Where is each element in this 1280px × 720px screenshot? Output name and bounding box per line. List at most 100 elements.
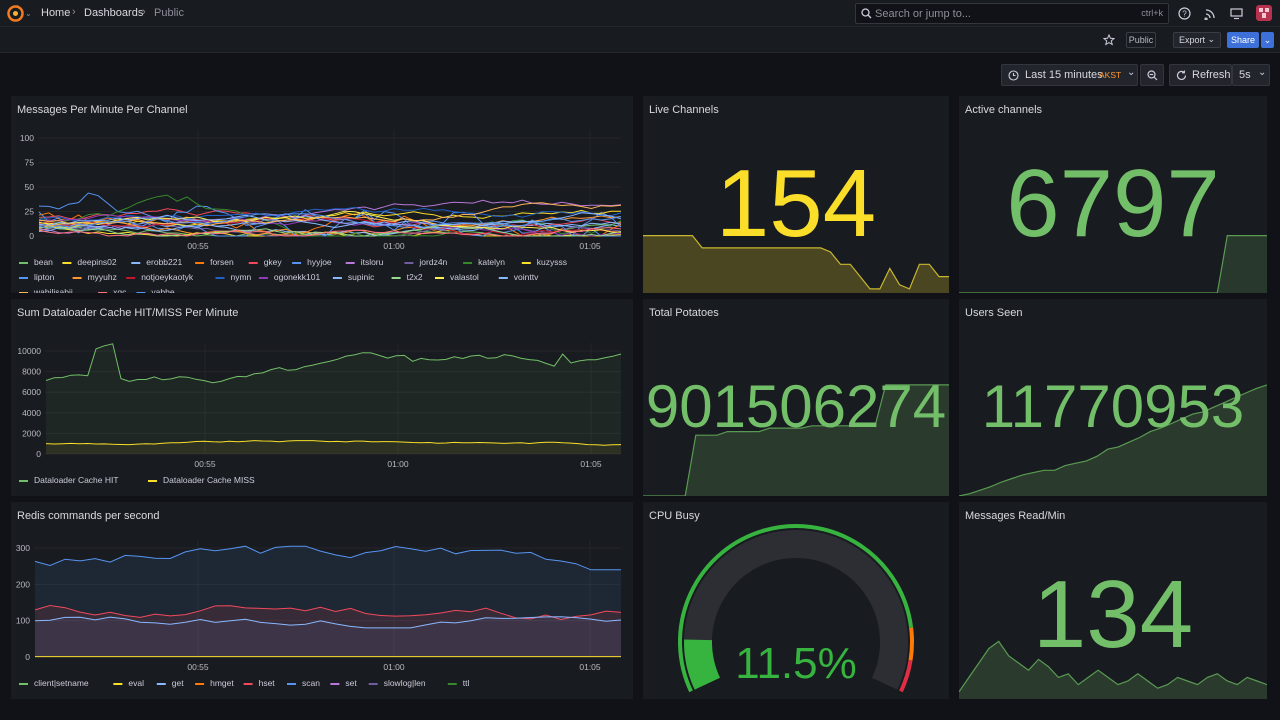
- dashboard-toolbar: Public Export ⌄ Share ⌄: [0, 27, 1280, 53]
- legend-item[interactable]: lipton: [19, 272, 55, 282]
- breadcrumb-home[interactable]: Home: [41, 7, 71, 19]
- cache-timeseries-chart[interactable]: 10000 8000 6000 4000 2000 0 00:55 01:00 01:05 Dat…: [11, 299, 633, 496]
- time-range-picker[interactable]: Last 15 minutes AKST ⌄: [1001, 64, 1138, 86]
- legend-label: valastol: [450, 272, 479, 282]
- gauge-track: [684, 530, 908, 690]
- legend-swatch: [19, 262, 28, 264]
- chevron-down-icon[interactable]: ⌄: [25, 9, 32, 18]
- legend-item[interactable]: jordz4n: [404, 257, 448, 267]
- panel-messages-per-minute[interactable]: Messages Per Minute Per Channel 100 75 50 2…: [11, 96, 633, 293]
- y-tick-label: 8000: [22, 367, 41, 377]
- series-line-scan-fill: [35, 546, 621, 657]
- legend-item[interactable]: notjoeykaotyk: [126, 272, 194, 282]
- series-line-yabbe: [38, 213, 622, 230]
- legend-swatch: [98, 292, 108, 293]
- panel-dataloader-cache[interactable]: Sum Dataloader Cache HIT/MISS Per Minute…: [11, 299, 633, 496]
- series-line-miss-fill: [46, 440, 621, 454]
- x-tick-label: 00:55: [187, 241, 209, 251]
- svg-text:?: ?: [1182, 10, 1187, 19]
- panel-total-potatoes[interactable]: Total Potatoes 901506274: [643, 299, 949, 496]
- legend-item[interactable]: bean: [19, 257, 53, 267]
- legend-item[interactable]: xqc: [98, 287, 127, 293]
- series-line-hit: [45, 343, 622, 384]
- panel-messages-read-min[interactable]: Messages Read/Min 134: [959, 502, 1267, 699]
- legend-item[interactable]: set: [330, 678, 357, 688]
- series-line-gkey: [38, 208, 622, 228]
- panel-cpu-busy[interactable]: CPU Busy 11.5%: [643, 502, 949, 699]
- legend-item[interactable]: deepins02: [62, 257, 117, 267]
- panel-title: Total Potatoes: [649, 307, 719, 319]
- zoom-out-button[interactable]: [1140, 64, 1164, 86]
- y-tick-label: 100: [20, 133, 34, 143]
- x-tick-label: 01:05: [579, 662, 601, 672]
- panel-redis-commands[interactable]: Redis commands per second 300 200 100 0 00:5…: [11, 502, 633, 699]
- legend-swatch: [287, 683, 296, 685]
- panel-title: Redis commands per second: [17, 510, 160, 522]
- legend-label: katelyn: [478, 257, 505, 267]
- legend-item[interactable]: Dataloader Cache HIT: [19, 475, 119, 485]
- legend-item[interactable]: valastol: [435, 272, 479, 282]
- legend-item[interactable]: wabilisabii: [19, 287, 73, 293]
- sparkline-live-fill: [643, 235, 949, 293]
- legend-item[interactable]: t2x2: [391, 272, 423, 282]
- legend-item[interactable]: slowlog|len: [368, 678, 426, 688]
- series-line-myyuhz: [38, 215, 622, 236]
- legend-item[interactable]: hmget: [195, 678, 234, 688]
- refresh-interval-picker[interactable]: 5s ⌄: [1232, 64, 1270, 86]
- stat-value: 901506274: [645, 373, 947, 440]
- grafana-logo-icon[interactable]: [7, 5, 24, 22]
- legend-label: forsen: [210, 257, 234, 267]
- redis-timeseries-chart[interactable]: 300 200 100 0 00:55 01:00 01:05 client|setname e…: [11, 502, 633, 699]
- legend-swatch: [148, 480, 157, 482]
- x-tick-label: 01:00: [383, 241, 405, 251]
- star-icon[interactable]: [1103, 34, 1115, 46]
- messages-read-sparkline: [959, 640, 1267, 699]
- share-options-button[interactable]: ⌄: [1261, 32, 1274, 48]
- search-icon: [861, 8, 872, 19]
- legend-item[interactable]: client|setname: [19, 678, 89, 688]
- legend-item[interactable]: ttl: [447, 678, 470, 688]
- legend-item[interactable]: eval: [113, 678, 144, 688]
- sparkline-readmin: [959, 640, 1267, 693]
- user-avatar[interactable]: [1256, 5, 1272, 21]
- panel-active-channels[interactable]: Active channels 6797: [959, 96, 1267, 293]
- legend-item[interactable]: hyyjoe: [292, 257, 332, 267]
- panel-live-channels[interactable]: Live Channels 154: [643, 96, 949, 293]
- help-icon[interactable]: ?: [1178, 7, 1191, 20]
- news-feed-icon[interactable]: [1204, 7, 1217, 20]
- breadcrumb-separator-icon: ›: [72, 6, 76, 18]
- legend-swatch: [136, 292, 146, 293]
- users-seen-sparkline: [959, 384, 1267, 496]
- breadcrumb-dashboards[interactable]: Dashboards: [84, 7, 144, 19]
- legend-item[interactable]: Dataloader Cache MISS: [148, 475, 255, 485]
- messages-timeseries-chart[interactable]: 100 75 50 25 0 00:55 01:00 01:05 bean deepins02 er…: [11, 96, 633, 293]
- legend-item[interactable]: scan: [287, 678, 320, 688]
- legend-label: xqc: [113, 287, 127, 293]
- legend-item[interactable]: supinic: [332, 272, 375, 282]
- panel-title: Messages Per Minute Per Channel: [17, 104, 188, 116]
- share-button[interactable]: Share: [1227, 32, 1259, 48]
- legend-item[interactable]: get: [156, 678, 184, 688]
- search-input[interactable]: Search or jump to... ctrl+k: [855, 3, 1169, 24]
- legend-item[interactable]: erobb221: [131, 257, 182, 267]
- panel-users-seen[interactable]: Users Seen 11770953: [959, 299, 1267, 496]
- legend-item[interactable]: katelyn: [463, 257, 505, 267]
- legend-item[interactable]: ogonekk101: [258, 272, 321, 282]
- sparkline-active-fill: [959, 235, 1267, 293]
- legend-item[interactable]: hset: [243, 678, 276, 688]
- monitor-icon[interactable]: [1230, 7, 1243, 20]
- legend-swatch: [156, 683, 166, 685]
- legend-item[interactable]: vointtv: [498, 272, 539, 282]
- legend-item[interactable]: kuzysss: [521, 257, 567, 267]
- legend-label: jordz4n: [418, 257, 447, 267]
- cpu-gauge: [678, 524, 914, 693]
- refresh-button[interactable]: Refresh: [1169, 64, 1232, 86]
- legend-item[interactable]: gkey: [248, 257, 283, 267]
- export-button[interactable]: Export ⌄: [1173, 32, 1221, 48]
- legend-item[interactable]: itsloru: [345, 257, 384, 267]
- legend-item[interactable]: nymn: [215, 272, 252, 282]
- legend-item[interactable]: yabbe: [136, 287, 175, 293]
- series-line-supinic: [38, 215, 622, 232]
- legend-item[interactable]: myyuhz: [72, 272, 117, 282]
- legend-item[interactable]: forsen: [195, 257, 234, 267]
